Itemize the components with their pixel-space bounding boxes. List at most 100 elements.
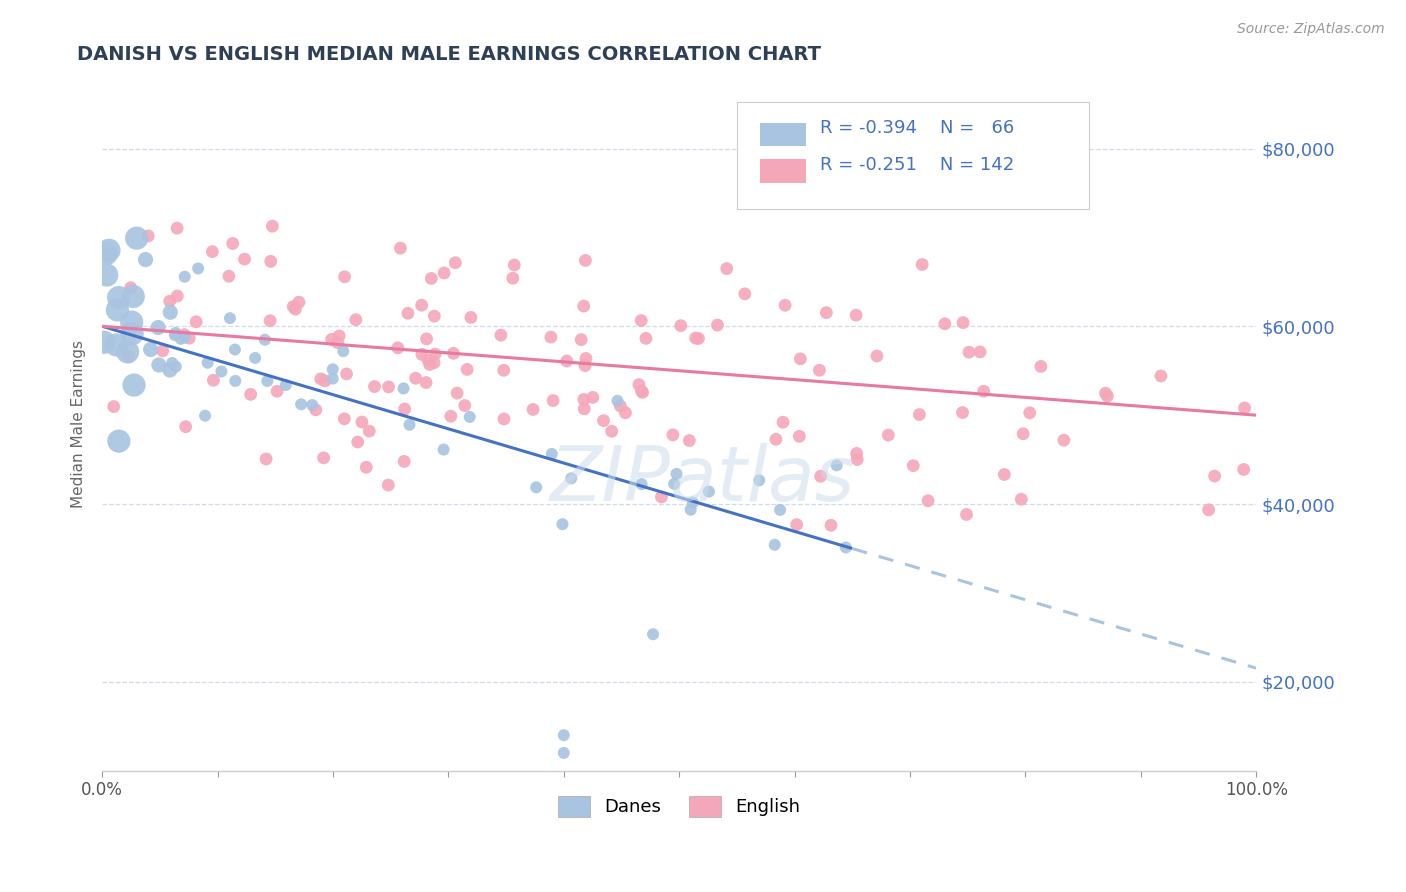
Danes [108, 434, 131, 449]
English [1010, 492, 1032, 507]
English [688, 331, 710, 345]
English [202, 373, 225, 387]
English [786, 517, 808, 532]
Danes [290, 397, 312, 411]
English [446, 386, 468, 401]
English [908, 408, 931, 422]
Danes [187, 261, 209, 276]
Danes [748, 473, 770, 487]
Danes [769, 503, 792, 517]
Danes [253, 333, 276, 347]
English [309, 372, 332, 386]
English [377, 478, 399, 492]
English [489, 328, 512, 343]
English [1053, 434, 1076, 448]
English [492, 412, 515, 426]
Danes [682, 495, 704, 509]
Danes [121, 326, 143, 341]
English [630, 384, 652, 398]
Danes [219, 311, 242, 326]
English [454, 399, 477, 413]
English [1094, 386, 1116, 401]
English [259, 314, 281, 328]
English [772, 415, 794, 429]
Danes [524, 480, 547, 494]
English [609, 399, 631, 413]
English [934, 317, 956, 331]
English [262, 219, 284, 234]
English [350, 415, 373, 429]
English [917, 493, 939, 508]
English [186, 315, 208, 329]
Danes [122, 289, 145, 303]
Danes [93, 335, 115, 350]
English [174, 419, 197, 434]
English [952, 316, 974, 330]
Danes [107, 291, 129, 305]
English [1097, 389, 1119, 403]
English [405, 371, 427, 385]
English [662, 428, 685, 442]
English [333, 412, 356, 426]
Danes [98, 244, 121, 258]
English [312, 450, 335, 465]
English [574, 401, 596, 416]
English [159, 294, 181, 309]
Danes [224, 343, 246, 357]
English [993, 467, 1015, 482]
English [166, 289, 188, 303]
Danes [332, 344, 354, 359]
English [1233, 462, 1256, 476]
Danes [665, 467, 688, 481]
Danes [121, 315, 143, 329]
English [288, 295, 311, 310]
English [179, 331, 201, 345]
English [305, 402, 328, 417]
English [1018, 406, 1040, 420]
English [416, 353, 439, 368]
Danes [122, 378, 145, 392]
Danes [159, 363, 181, 377]
Danes [135, 252, 157, 267]
English [233, 252, 256, 266]
Danes [458, 409, 481, 424]
English [669, 318, 692, 333]
English [254, 452, 277, 467]
English [363, 379, 385, 393]
English [396, 306, 419, 320]
Danes [160, 356, 183, 370]
English [582, 391, 605, 405]
Danes [630, 477, 652, 491]
English [911, 258, 934, 272]
Danes [697, 484, 720, 499]
English [952, 406, 974, 420]
English [411, 298, 433, 312]
Danes [197, 356, 219, 370]
Danes [560, 471, 582, 485]
Danes [105, 302, 128, 317]
Danes [96, 247, 118, 261]
English [973, 384, 995, 399]
English [1029, 359, 1052, 374]
English [419, 358, 441, 372]
Danes [322, 371, 344, 385]
English [734, 286, 756, 301]
English [789, 429, 811, 443]
English [284, 302, 307, 317]
Danes [679, 502, 702, 516]
English [773, 298, 796, 312]
English [627, 377, 650, 392]
Danes [641, 627, 664, 641]
English [969, 345, 991, 359]
Danes [551, 517, 574, 532]
Danes [105, 338, 128, 352]
English [173, 327, 195, 342]
Danes [165, 359, 187, 374]
English [678, 434, 700, 448]
English [634, 331, 657, 345]
English [957, 345, 980, 359]
English [218, 269, 240, 284]
Text: R = -0.394    N =   66: R = -0.394 N = 66 [820, 119, 1014, 137]
English [1198, 503, 1220, 517]
English [502, 271, 524, 285]
